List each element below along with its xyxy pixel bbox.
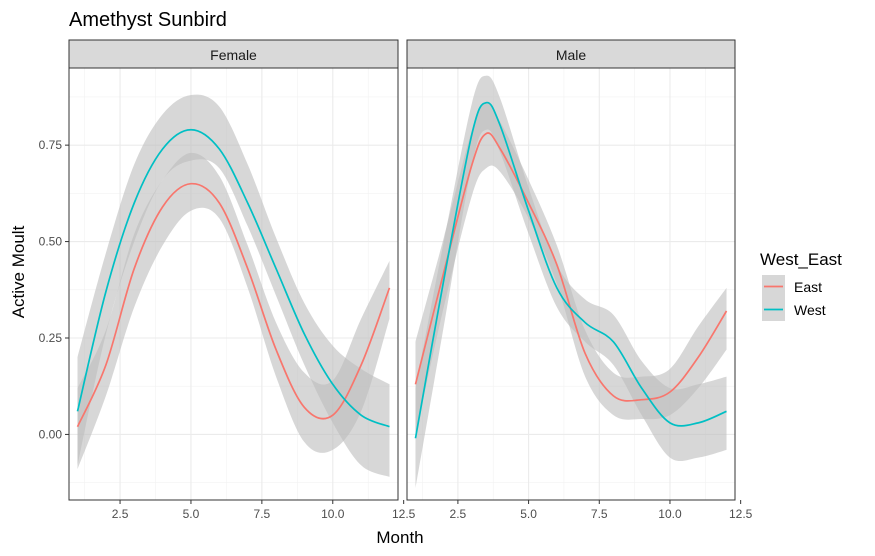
panel-border (406, 67, 736, 501)
y-tick-label: 0.25 (39, 331, 63, 345)
confidence-band-west (77, 94, 390, 477)
facet-strip-label: Male (556, 47, 587, 63)
x-tick-label: 7.5 (254, 507, 271, 521)
series-line-west (76, 128, 390, 428)
series-line-east (76, 182, 391, 428)
x-tick-label: 5.0 (520, 507, 537, 521)
x-axis-title: Month (376, 528, 423, 547)
y-tick-label: 0.00 (39, 427, 63, 441)
series-line-west (414, 101, 727, 439)
panel-border (68, 67, 399, 501)
chart-title: Amethyst Sunbird (69, 9, 227, 31)
confidence-band-east (77, 152, 390, 470)
x-tick-label: 12.5 (729, 507, 753, 521)
y-axis-title: Active Moult (9, 225, 28, 318)
series-line-east (414, 132, 728, 402)
legend-label: West (794, 302, 826, 318)
panel-female: Female 2.5 5.0 7.5 10.0 12.5 0.00 0.25 0.50 0.75 (39, 39, 416, 521)
x-tick-label: 2.5 (112, 507, 129, 521)
y-tick-label: 0.75 (39, 138, 63, 152)
legend: West_East East West (760, 250, 842, 321)
facet-strip (406, 39, 736, 69)
legend-title: West_East (760, 250, 842, 269)
confidence-band-west (415, 75, 727, 489)
legend-key-east: East (762, 275, 822, 298)
x-tick-label: 5.0 (183, 507, 200, 521)
x-tick-label: 7.5 (591, 507, 608, 521)
y-tick-label: 0.50 (39, 235, 63, 249)
panel-male: Male 2.5 5.0 7.5 10.0 12.5 (406, 39, 753, 521)
facet-strip-label: Female (210, 47, 257, 63)
facet-strip (68, 39, 399, 69)
x-tick-label: 10.0 (321, 507, 345, 521)
facet-panels: Female 2.5 5.0 7.5 10.0 12.5 0.00 0.25 0.50 0.75 M… (39, 39, 753, 521)
x-tick-label: 2.5 (450, 507, 467, 521)
legend-key-west: West (762, 298, 826, 321)
legend-label: East (794, 279, 822, 295)
x-tick-label: 10.0 (658, 507, 682, 521)
x-tick-label: 12.5 (392, 507, 416, 521)
